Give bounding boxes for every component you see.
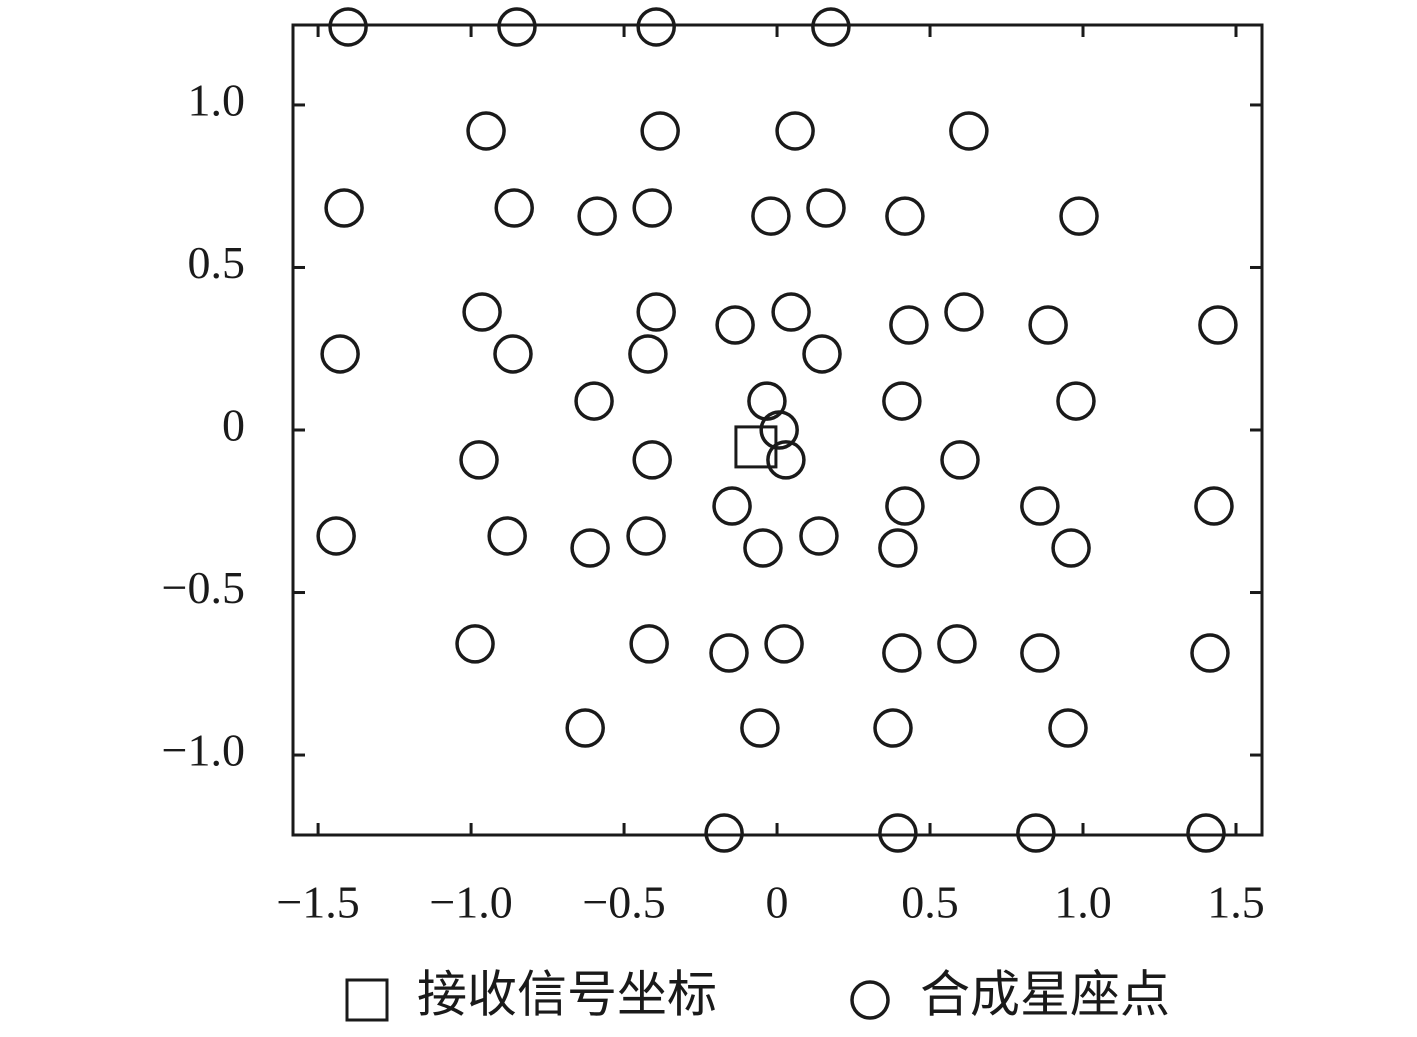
data-point xyxy=(462,292,502,332)
x-tick-label: 1.0 xyxy=(1054,877,1112,928)
data-point xyxy=(882,633,922,673)
legend-marker xyxy=(850,980,890,1020)
data-point xyxy=(324,188,364,228)
data-point xyxy=(878,528,918,568)
data-point xyxy=(494,188,534,228)
plot-frame xyxy=(291,23,1264,837)
data-point xyxy=(944,292,984,332)
data-point xyxy=(759,410,799,450)
data-point xyxy=(775,111,815,151)
data-point xyxy=(1198,305,1238,345)
data-point xyxy=(328,7,368,47)
data-point xyxy=(632,440,672,480)
data-point xyxy=(455,624,495,664)
data-point xyxy=(885,486,925,526)
data-point xyxy=(889,305,929,345)
data-point xyxy=(940,440,980,480)
data-point xyxy=(487,516,527,556)
data-point xyxy=(626,516,666,556)
data-point xyxy=(493,334,533,374)
x-tick-label: 0.5 xyxy=(901,877,959,928)
data-point xyxy=(466,111,506,151)
data-point xyxy=(1059,196,1099,236)
data-point xyxy=(799,516,839,556)
data-point xyxy=(640,111,680,151)
y-tick-label: 0.5 xyxy=(188,237,246,288)
data-point xyxy=(1020,633,1060,673)
legend-label: 合成星座点 xyxy=(920,966,1170,1022)
data-point xyxy=(771,292,811,332)
data-point xyxy=(629,624,669,664)
x-tick-label: −1.5 xyxy=(276,877,359,928)
data-point xyxy=(1056,381,1096,421)
y-tick-label: −0.5 xyxy=(162,562,245,613)
data-point xyxy=(1194,486,1234,526)
data-point xyxy=(766,440,806,480)
data-point xyxy=(1020,486,1060,526)
data-point xyxy=(1016,813,1056,853)
data-point xyxy=(577,196,617,236)
data-point xyxy=(1051,528,1091,568)
y-tick-label: −1.0 xyxy=(162,725,245,776)
x-tick-label: 0 xyxy=(766,877,789,928)
data-point xyxy=(743,528,783,568)
data-point xyxy=(878,813,918,853)
data-point xyxy=(811,7,851,47)
data-point xyxy=(320,334,360,374)
data-point xyxy=(565,708,605,748)
data-point xyxy=(1190,633,1230,673)
data-point xyxy=(636,7,676,47)
data-point xyxy=(882,381,922,421)
legend-label: 接收信号坐标 xyxy=(417,966,717,1022)
data-point xyxy=(1186,813,1226,853)
data-point xyxy=(574,381,614,421)
data-point xyxy=(885,196,925,236)
data-point xyxy=(873,708,913,748)
data-point xyxy=(937,624,977,664)
x-tick-label: −0.5 xyxy=(582,877,665,928)
data-point xyxy=(806,188,846,228)
data-point xyxy=(712,486,752,526)
data-point xyxy=(316,516,356,556)
data-point xyxy=(459,440,499,480)
data-point xyxy=(715,305,755,345)
x-tick-label: 1.5 xyxy=(1207,877,1265,928)
data-point xyxy=(497,7,537,47)
data-point xyxy=(704,813,744,853)
data-point xyxy=(740,708,780,748)
data-point xyxy=(709,633,749,673)
data-point xyxy=(751,196,791,236)
y-tick-label: 1.0 xyxy=(188,75,246,126)
data-point xyxy=(764,624,804,664)
data-point xyxy=(1048,708,1088,748)
data-point xyxy=(1028,305,1068,345)
data-point xyxy=(802,334,842,374)
data-point xyxy=(949,111,989,151)
data-point xyxy=(570,528,610,568)
data-point xyxy=(632,188,672,228)
y-tick-label: 0 xyxy=(222,400,245,451)
legend-marker xyxy=(345,978,389,1022)
x-tick-label: −1.0 xyxy=(429,877,512,928)
data-point xyxy=(636,292,676,332)
data-point xyxy=(628,334,668,374)
